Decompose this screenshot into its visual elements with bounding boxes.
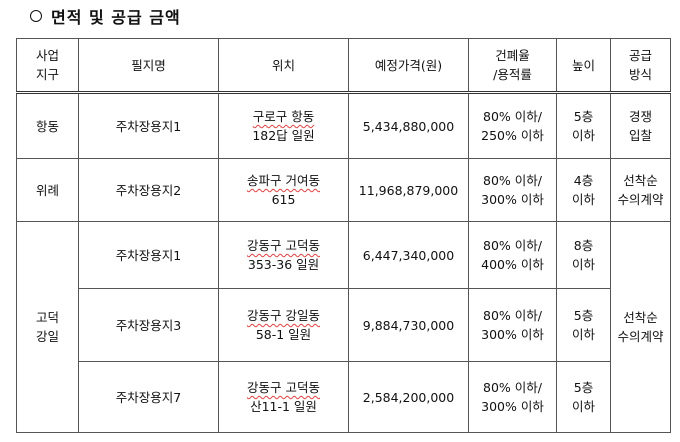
height-cell: 5층 이하 [556, 288, 611, 362]
table-row: 항동 주차장용지1 구로구 항동 182답 일원 5,434,880,000 80… [16, 92, 671, 159]
height-cell: 4층 이하 [556, 158, 611, 222]
parcel-cell: 주차장용지1 [78, 221, 219, 289]
col-method: 공급 방식 [610, 38, 671, 94]
table-row: 위례 주차장용지2 송파구 거여동 615 11,968,879,000 80% … [16, 158, 671, 222]
price-cell: 2,584,200,000 [348, 361, 469, 433]
col-height: 높이 [556, 38, 611, 94]
method-cell: 선착순 수의계약 [610, 158, 671, 222]
heading-text: 면적 및 공급 금액 [51, 8, 181, 27]
parcel-cell: 주차장용지2 [78, 158, 219, 222]
height-cell: 5층 이하 [556, 361, 611, 433]
table-row: 고덕 강일 주차장용지1 강동구 고덕동 353-36 일원 6,447,340,0… [16, 221, 671, 433]
height-cell: 8층 이하 [556, 221, 611, 289]
ratio-cell: 80% 이하/300% 이하 [468, 158, 557, 222]
price-cell: 5,434,880,000 [348, 92, 469, 159]
price-cell: 6,447,340,000 [348, 221, 469, 289]
parcel-cell: 주차장용지3 [78, 288, 219, 362]
location-cell: 송파구 거여동 615 [218, 158, 349, 222]
location-cell: 강동구 고덕동 산11-1 일원 [218, 361, 349, 433]
col-district: 사업 지구 [16, 38, 79, 94]
location-cell: 구로구 항동 182답 일원 [218, 92, 349, 159]
location-cell: 강동구 고덕동 353-36 일원 [218, 221, 349, 289]
method-cell: 경쟁 입찰 [610, 92, 671, 159]
parcel-cell: 주차장용지7 [78, 361, 219, 433]
ratio-cell: 80% 이하/250% 이하 [468, 92, 557, 159]
height-cell: 5층 이하 [556, 92, 611, 159]
circle-bullet-icon [30, 10, 42, 22]
col-parcel: 필지명 [78, 38, 219, 94]
parcel-cell: 주차장용지1 [78, 92, 219, 159]
col-ratio: 건폐율/용적률 [468, 38, 557, 94]
ratio-cell: 80% 이하/300% 이하 [468, 361, 557, 433]
district-cell: 항동 [16, 92, 79, 159]
method-cell: 선착순 수의계약 [610, 221, 671, 433]
table-row: 주차장용지7 강동구 고덕동 산11-1 일원 2,584,200,000 80%… [17, 361, 671, 433]
district-cell: 위례 [16, 158, 79, 222]
header-row: 사업 지구 필지명 위치 예정가격(원) 건폐율/용적률 높이 공급 방식 [16, 38, 671, 94]
col-price: 예정가격(원) [348, 38, 469, 94]
col-location: 위치 [218, 38, 349, 94]
district-cell: 고덕 강일 [16, 221, 79, 433]
ratio-cell: 80% 이하/400% 이하 [468, 221, 557, 289]
ratio-cell: 80% 이하/300% 이하 [468, 288, 557, 362]
location-cell: 강동구 강일동 58-1 일원 [218, 288, 349, 362]
price-cell: 9,884,730,000 [348, 288, 469, 362]
price-cell: 11,968,879,000 [348, 158, 469, 222]
table-row: 주차장용지3 강동구 강일동 58-1 일원 9,884,730,000 80% … [17, 288, 671, 362]
supply-table: 사업 지구 필지명 위치 예정가격(원) 건폐율/용적률 높이 공급 방식 항동 주… [16, 38, 671, 433]
section-heading: 면적 및 공급 금액 [30, 4, 181, 28]
